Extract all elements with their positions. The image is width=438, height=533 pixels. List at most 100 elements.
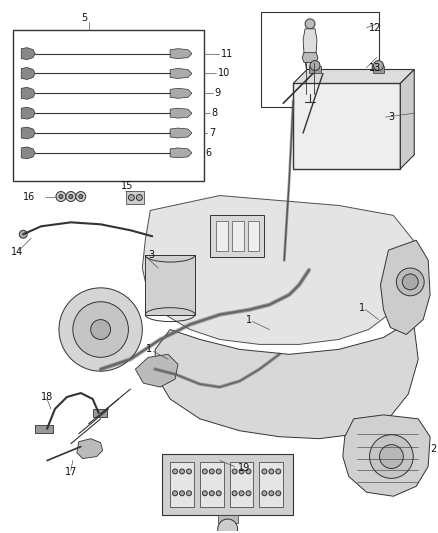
Polygon shape	[21, 107, 35, 119]
Text: 5: 5	[81, 13, 87, 23]
Bar	[162, 454, 293, 515]
Text: 11: 11	[221, 49, 233, 59]
Bar	[35, 425, 53, 433]
Circle shape	[202, 491, 207, 496]
Polygon shape	[170, 49, 192, 59]
Circle shape	[310, 61, 320, 70]
Polygon shape	[302, 53, 318, 62]
Bar	[170, 462, 194, 507]
Bar	[145, 255, 195, 314]
Text: 9: 9	[215, 88, 221, 98]
Circle shape	[59, 288, 142, 371]
Circle shape	[403, 274, 418, 290]
Polygon shape	[21, 127, 35, 139]
Polygon shape	[155, 320, 418, 439]
Polygon shape	[293, 69, 414, 83]
Polygon shape	[77, 439, 102, 458]
Bar	[216, 221, 228, 251]
Circle shape	[173, 469, 177, 474]
Circle shape	[69, 195, 73, 198]
Circle shape	[76, 191, 86, 201]
Text: 15: 15	[120, 181, 133, 191]
Circle shape	[239, 491, 244, 496]
Circle shape	[73, 302, 128, 357]
Polygon shape	[170, 148, 192, 158]
Text: 8: 8	[212, 108, 218, 118]
Text: 18: 18	[41, 392, 53, 402]
Circle shape	[187, 491, 191, 496]
Text: 3: 3	[389, 112, 395, 122]
Circle shape	[209, 469, 214, 474]
Circle shape	[246, 469, 251, 474]
Text: 14: 14	[11, 247, 24, 257]
Polygon shape	[135, 354, 178, 387]
Circle shape	[246, 491, 251, 496]
Bar	[93, 409, 106, 417]
Circle shape	[216, 491, 221, 496]
Text: 12: 12	[369, 23, 381, 33]
Circle shape	[79, 195, 83, 198]
Bar	[127, 191, 144, 205]
Polygon shape	[21, 68, 35, 79]
Circle shape	[232, 469, 237, 474]
Circle shape	[396, 268, 424, 296]
Bar	[373, 66, 385, 74]
Circle shape	[305, 19, 315, 29]
Polygon shape	[170, 128, 192, 138]
Polygon shape	[400, 69, 414, 169]
Circle shape	[370, 435, 413, 479]
Bar	[293, 83, 400, 169]
Circle shape	[19, 230, 27, 238]
Text: 3: 3	[148, 250, 154, 260]
Circle shape	[216, 469, 221, 474]
Bar	[13, 30, 204, 181]
Polygon shape	[303, 29, 317, 77]
Bar	[200, 462, 224, 507]
Bar	[210, 215, 265, 257]
Text: 1: 1	[359, 303, 365, 313]
Circle shape	[180, 469, 184, 474]
Text: 13: 13	[369, 62, 381, 72]
Text: 7: 7	[209, 128, 215, 138]
Bar	[259, 462, 283, 507]
Bar	[230, 462, 254, 507]
Text: 16: 16	[23, 191, 35, 201]
Text: 1: 1	[146, 344, 152, 354]
Circle shape	[91, 320, 110, 340]
Circle shape	[187, 469, 191, 474]
Circle shape	[173, 491, 177, 496]
Polygon shape	[21, 47, 35, 60]
Circle shape	[136, 195, 142, 200]
Circle shape	[180, 491, 184, 496]
Text: 1: 1	[246, 314, 252, 325]
Circle shape	[276, 469, 281, 474]
Circle shape	[379, 445, 403, 469]
Text: 2: 2	[430, 443, 436, 454]
Circle shape	[202, 469, 207, 474]
Circle shape	[209, 491, 214, 496]
Bar	[309, 66, 321, 74]
Circle shape	[262, 469, 267, 474]
Bar	[218, 515, 237, 523]
Polygon shape	[381, 240, 430, 335]
Circle shape	[239, 469, 244, 474]
Circle shape	[374, 61, 384, 70]
Bar	[232, 221, 244, 251]
Polygon shape	[170, 88, 192, 98]
Polygon shape	[170, 69, 192, 78]
Circle shape	[66, 191, 76, 201]
Circle shape	[128, 195, 134, 200]
Text: 10: 10	[218, 68, 230, 78]
Polygon shape	[142, 196, 416, 344]
Text: 17: 17	[65, 467, 77, 478]
Bar	[247, 221, 259, 251]
Circle shape	[269, 491, 274, 496]
Circle shape	[232, 491, 237, 496]
Polygon shape	[170, 108, 192, 118]
Text: 19: 19	[237, 464, 250, 473]
Polygon shape	[21, 87, 35, 99]
Circle shape	[276, 491, 281, 496]
Polygon shape	[343, 415, 430, 496]
Circle shape	[269, 469, 274, 474]
Circle shape	[59, 195, 63, 198]
